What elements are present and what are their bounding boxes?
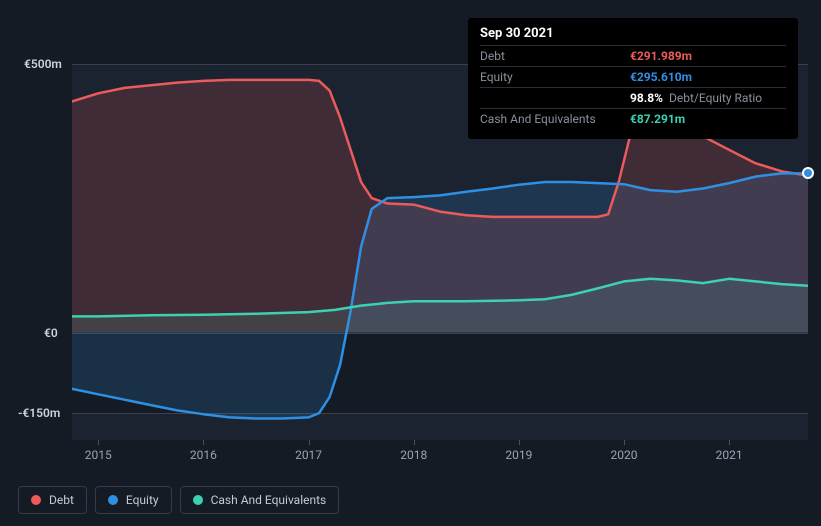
legend-item-debt[interactable]: Debt [18,486,87,514]
x-tick-label: 2018 [400,448,427,462]
x-tick [414,440,415,445]
legend-item-cash[interactable]: Cash And Equivalents [180,486,340,514]
y-tick-label-mid: €0 [44,326,58,340]
tooltip-row-value: €291.989m [630,49,692,63]
x-tick [729,440,730,445]
legend-item-equity[interactable]: Equity [95,486,172,514]
tooltip-row: Cash And Equivalents€87.291m [480,108,786,129]
x-tick [309,440,310,445]
legend: Debt Equity Cash And Equivalents [18,486,339,514]
y-tick-label-bot: -€150m [18,406,60,420]
legend-label: Cash And Equivalents [211,493,327,507]
tooltip-date: Sep 30 2021 [480,26,786,41]
legend-dot-icon [193,495,203,505]
tooltip-row-value: €295.610m [630,70,692,84]
legend-label: Debt [49,493,74,507]
x-tick [98,440,99,445]
tooltip-row-value: 98.8% [630,91,663,105]
tooltip-row: Equity€295.610m [480,66,786,87]
tooltip-row-label: Cash And Equivalents [480,112,630,126]
tooltip-row: Debt€291.989m [480,45,786,66]
x-tick [624,440,625,445]
tooltip-row-value: €87.291m [630,112,685,126]
chart-container: €500m €0 -€150m 2015 2016 2017 2018 2019 2020… [18,10,808,470]
tooltip-row-label: Debt [480,49,630,63]
x-tick-label: 2020 [611,448,638,462]
x-tick [519,440,520,445]
tooltip-row-label: Equity [480,70,630,84]
x-tick [203,440,204,445]
x-tick-label: 2016 [190,448,217,462]
x-tick-label: 2019 [505,448,532,462]
y-tick-label-top: €500m [24,57,62,71]
legend-dot-icon [108,495,118,505]
x-tick-label: 2021 [716,448,743,462]
legend-label: Equity [126,493,159,507]
tooltip: Sep 30 2021 Debt€291.989mEquity€295.610m… [468,18,798,139]
tooltip-row: 98.8% Debt/Equity Ratio [480,87,786,108]
tooltip-row-extra: Debt/Equity Ratio [669,91,762,105]
x-tick-label: 2017 [295,448,322,462]
x-tick-label: 2015 [85,448,112,462]
legend-dot-icon [31,495,41,505]
end-marker-equity [802,167,814,179]
